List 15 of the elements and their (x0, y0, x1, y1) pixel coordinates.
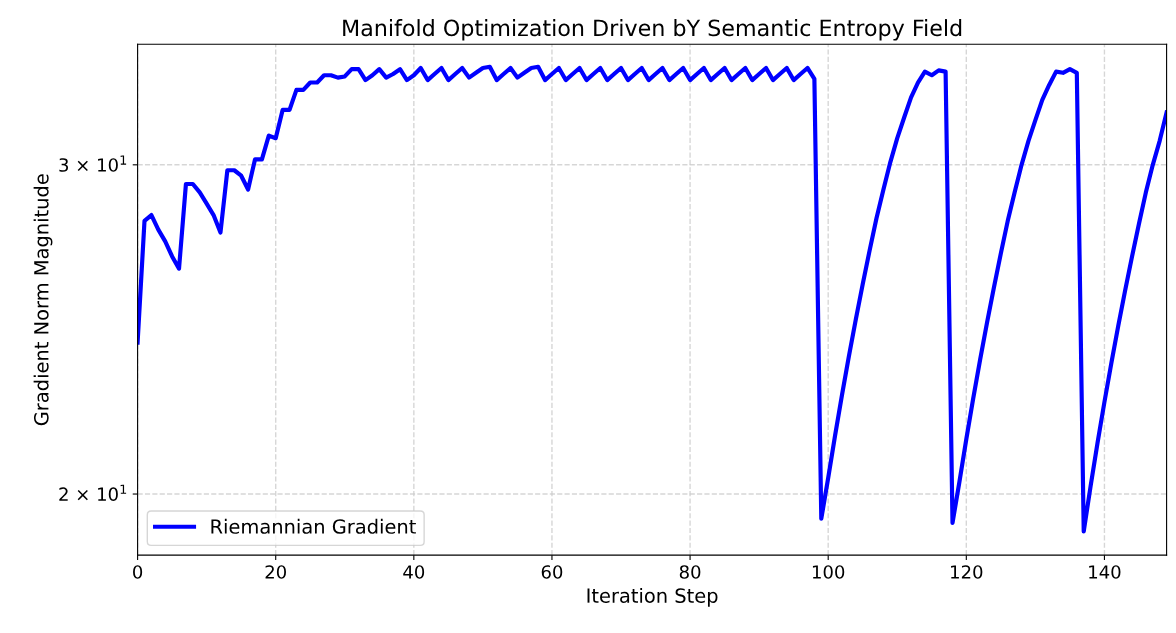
x-tick-label: 140 (1089, 565, 1121, 579)
x-axis-title: Iteration Step (587, 587, 718, 607)
x-tick-label: 40 (403, 565, 425, 579)
chart-title: Manifold Optimization Driven bY Semantic Entropy Field (343, 19, 962, 41)
x-tick-label: 80 (679, 565, 701, 579)
x-tick-label: 20 (265, 565, 286, 579)
y-tick-label: 3 × 10$^{1}$ (59, 155, 127, 172)
x-tick-label: 120 (951, 565, 983, 579)
legend-label: Riemannian Gradient (211, 518, 416, 534)
x-tick-label: 60 (541, 565, 563, 579)
line-series (137, 64, 1167, 534)
y-tick-label: 2 × 10$^{1}$ (59, 484, 127, 502)
x-tick-label: 100 (812, 565, 845, 579)
y-axis-title: Gradient Norm Magnitude (33, 174, 53, 426)
x-tick-label: 0 (133, 565, 143, 579)
